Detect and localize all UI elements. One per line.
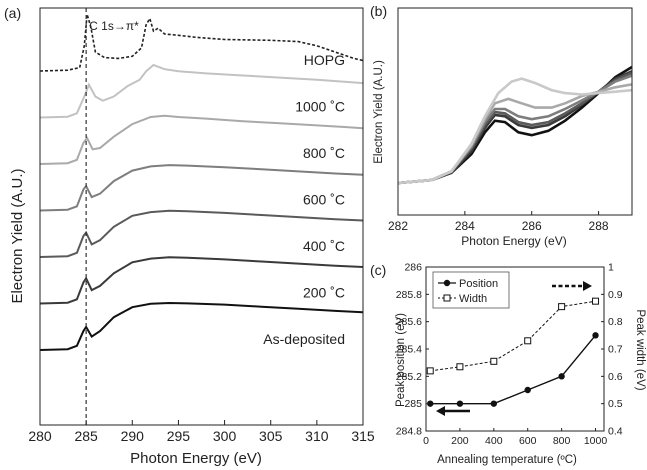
y2-tick-label-1: 0.5: [608, 398, 623, 410]
legend-width-label: Width: [459, 293, 487, 305]
panel-c-plot: [426, 281, 600, 416]
x-tick-label-0: 282: [388, 219, 408, 233]
width-point-3: [524, 337, 532, 345]
position-point-1: [456, 400, 464, 407]
x-tick-label-3: 288: [589, 219, 609, 233]
x-tick-label-0: 0: [423, 435, 429, 447]
panel-c-xlabel: Annealing temperature (ºC): [437, 454, 577, 466]
panel-c-ticks: 0 200 400 600 800 1000 284.8 285 285.2 285.4 285.6…: [396, 262, 623, 448]
panel-a-label: (a): [4, 5, 21, 21]
y2-tick-label-0: 0.4: [608, 426, 623, 438]
width-point-5: [592, 297, 600, 305]
position-point-3: [524, 386, 531, 394]
panel-b-ylabel: Electron Yield (A.U.): [373, 60, 385, 164]
x-tick-label-1: 284: [455, 219, 475, 233]
x-tick-label-3: 600: [519, 435, 537, 447]
panel-b-ticks: 282 284 286 288: [388, 211, 609, 233]
panel-a-ticks: 280 285 290 295 300 305 310 315: [28, 420, 375, 444]
y-tick-label-0: 284.8: [396, 426, 422, 438]
legend-width-marker: [443, 294, 451, 302]
panel-c-label: (c): [370, 262, 386, 278]
position-point-0: [427, 400, 434, 407]
series-label-5: 200 ˚C: [303, 285, 345, 301]
series-line-2: [39, 114, 364, 165]
panel-b-plot: [397, 65, 633, 185]
width-point-4: [558, 303, 566, 311]
legend-position-marker: [443, 279, 451, 287]
panel-b-frame: [397, 7, 633, 216]
series-label-4: 400 ˚C: [303, 238, 345, 254]
x-tick-label-2: 286: [522, 219, 542, 233]
panel-b: (b) Electron Yield (A.U.) 282 284 286 288 P…: [370, 3, 633, 248]
series-line-4: [397, 83, 633, 185]
panel-c: (c) Peak position (eV) Peak width (eV) 0…: [370, 262, 646, 467]
series-line-6: [39, 301, 364, 351]
legend-box: [432, 271, 510, 309]
panel-b-label: (b): [370, 3, 387, 19]
series-label-3: 600 ˚C: [303, 192, 345, 208]
x-tick-label-3: 295: [167, 428, 191, 444]
y2-tick-label-5: 0.9: [608, 289, 623, 301]
y2-tick-label-6: 1: [608, 262, 614, 274]
left-axis-arrow-head: [436, 406, 445, 416]
x-tick-label-2: 400: [485, 435, 503, 447]
panel-a-series-labels: HOPG 1000 ˚C 800 ˚C 600 ˚C 400 ˚C 200 ˚C As-de…: [263, 52, 345, 347]
panel-a-annotation: C 1s→π*: [89, 19, 139, 33]
legend-position-label: Position: [459, 278, 498, 290]
right-axis-arrow-head: [583, 281, 592, 291]
series-line-1: [39, 63, 364, 119]
series-label-2: 800 ˚C: [303, 145, 345, 161]
x-tick-label-2: 290: [121, 428, 145, 444]
y2-tick-label-2: 0.6: [608, 371, 623, 383]
position-point-4: [558, 373, 565, 380]
y-tick-label-6: 286: [404, 262, 422, 274]
x-tick-label-4: 800: [553, 435, 571, 447]
width-line: [430, 300, 596, 372]
width-point-2: [490, 357, 498, 365]
y2-tick-label-4: 0.8: [608, 316, 623, 328]
width-point-0: [426, 367, 434, 375]
series-label-6: As-deposited: [263, 331, 345, 347]
y-tick-label-2: 285.2: [396, 371, 422, 383]
series-line-4: [39, 209, 364, 258]
x-tick-label-5: 1000: [584, 435, 608, 447]
y-tick-label-4: 285.6: [396, 316, 422, 328]
x-tick-label-0: 280: [28, 428, 52, 444]
panel-b-xlabel: Photon Energy (eV): [461, 234, 566, 248]
series-line-5: [39, 256, 364, 305]
series-label-0: HOPG: [304, 52, 345, 68]
series-line-0: [397, 65, 633, 185]
panel-a-plot: [39, 8, 364, 425]
panel-a-xlabel: Photon Energy (eV): [130, 450, 262, 467]
series-line-3: [39, 164, 364, 212]
panel-c-legend: Position Width: [432, 271, 510, 309]
x-tick-label-1: 200: [451, 435, 469, 447]
series-label-1: 1000 ˚C: [295, 99, 345, 115]
y-tick-label-3: 285.4: [396, 344, 422, 356]
y2-tick-label-3: 0.7: [608, 344, 623, 356]
series-line-0: [39, 14, 364, 72]
series-line-2: [397, 71, 633, 185]
x-tick-label-4: 300: [213, 428, 237, 444]
width-point-1: [456, 363, 464, 371]
x-tick-label-6: 310: [305, 428, 329, 444]
position-point-5: [592, 332, 599, 339]
series-line-5: [397, 77, 633, 185]
position-point-2: [490, 400, 498, 407]
x-tick-label-7: 315: [351, 428, 375, 444]
y-tick-label-5: 285.8: [396, 289, 422, 301]
series-line-1: [397, 70, 633, 185]
panel-a-frame: [39, 7, 364, 426]
position-line: [430, 334, 597, 405]
panel-c-y2label: Peak width (eV): [634, 309, 646, 390]
x-tick-label-5: 305: [259, 428, 283, 444]
y-tick-label-1: 285: [404, 398, 422, 410]
panel-c-ylabel: Peak position (eV): [395, 313, 407, 407]
panel-a: (a) Electron Yield (A.U.) 280 285 290 295 30…: [4, 5, 375, 467]
x-tick-label-1: 285: [74, 428, 98, 444]
panel-a-ylabel: Electron Yield (A.U.): [9, 168, 26, 303]
